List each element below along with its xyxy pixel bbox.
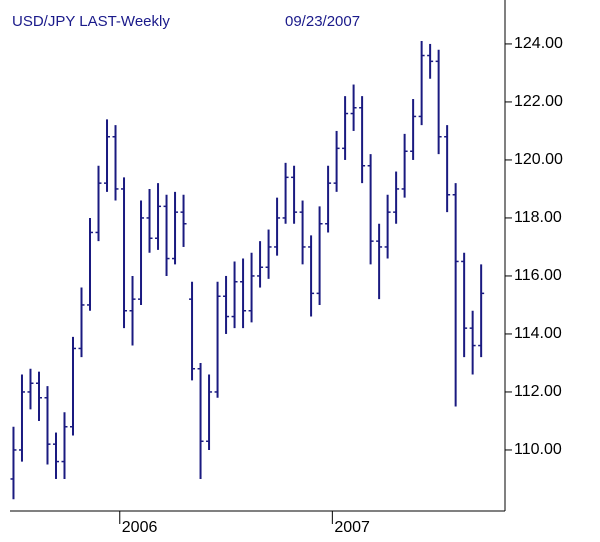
y-tick-label: 124.00 bbox=[514, 35, 563, 52]
y-tick-label: 114.00 bbox=[514, 325, 562, 342]
y-tick-label: 118.00 bbox=[514, 209, 562, 226]
y-tick-label: 120.00 bbox=[514, 151, 563, 168]
x-tick-label: 2007 bbox=[334, 519, 370, 536]
chart-date: 09/23/2007 bbox=[285, 13, 360, 30]
y-tick-label: 110.00 bbox=[514, 441, 562, 458]
x-tick-label: 2006 bbox=[122, 519, 158, 536]
y-tick-label: 122.00 bbox=[514, 93, 563, 110]
y-tick-label: 116.00 bbox=[514, 267, 562, 284]
chart-title: USD/JPY LAST-Weekly bbox=[12, 13, 170, 30]
y-tick-label: 112.00 bbox=[514, 383, 562, 400]
